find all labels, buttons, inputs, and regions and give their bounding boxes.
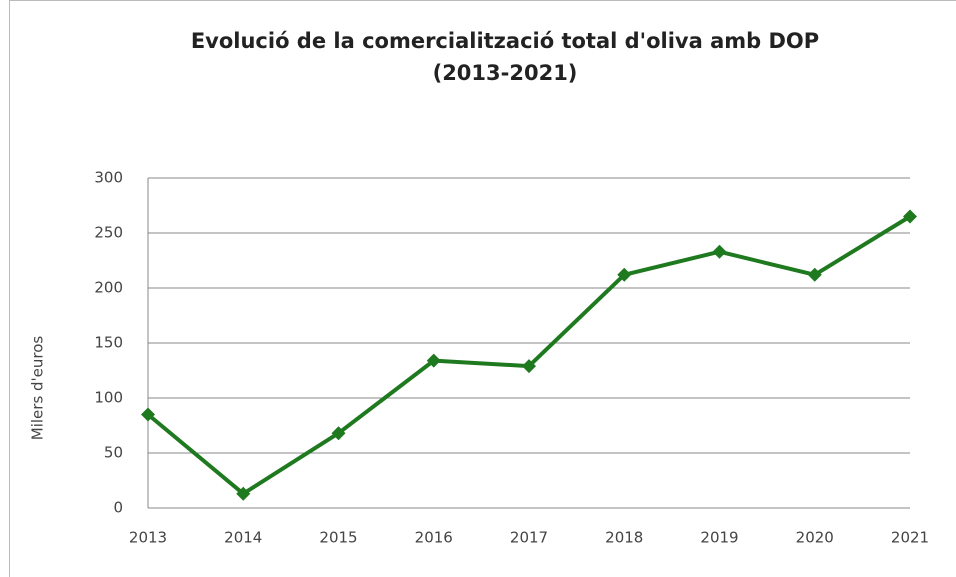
data-point — [522, 359, 536, 374]
x-tick-label: 2014 — [224, 529, 262, 547]
y-axis-label: Milers d'euros — [29, 336, 47, 441]
x-tick-label: 2020 — [796, 529, 834, 547]
y-tick-label: 0 — [113, 499, 123, 517]
x-tick-label: 2015 — [319, 529, 357, 547]
y-tick-label: 150 — [94, 334, 123, 352]
x-tick-label: 2016 — [415, 529, 453, 547]
y-tick-label: 250 — [94, 224, 123, 242]
y-tick-label: 200 — [94, 279, 123, 297]
chart-frame — [9, 0, 956, 577]
data-point — [903, 209, 917, 224]
x-tick-label: 2018 — [605, 529, 643, 547]
x-tick-label: 2013 — [129, 529, 167, 547]
data-point — [807, 267, 822, 282]
data-point — [331, 426, 346, 441]
data-point — [141, 407, 155, 422]
data-point — [712, 244, 727, 259]
y-tick-label: 100 — [94, 389, 123, 407]
y-tick-label: 300 — [94, 169, 123, 187]
chart-title: Evolució de la comercialització total d'… — [191, 29, 819, 53]
data-point — [236, 486, 251, 501]
x-tick-label: 2021 — [891, 529, 929, 547]
data-point — [426, 353, 441, 368]
x-tick-label: 2017 — [510, 529, 548, 547]
chart-subtitle: (2013-2021) — [433, 61, 578, 85]
data-point — [617, 267, 632, 282]
y-tick-label: 50 — [104, 444, 123, 462]
x-tick-label: 2019 — [700, 529, 738, 547]
